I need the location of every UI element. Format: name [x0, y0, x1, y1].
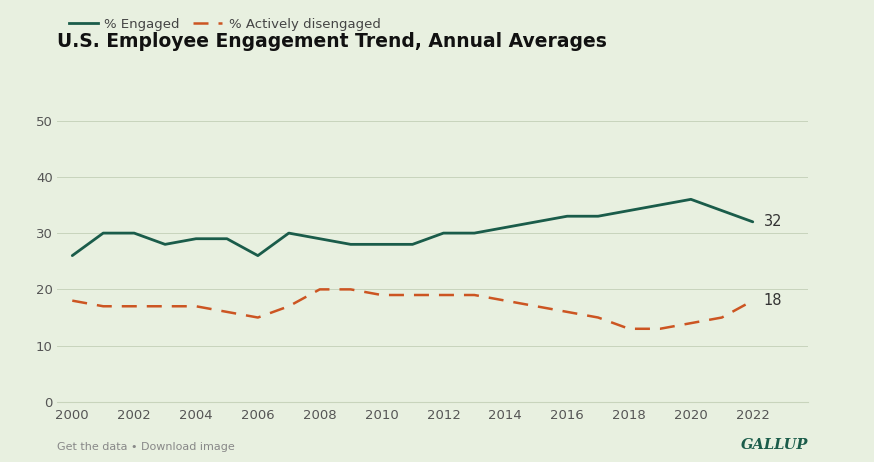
Text: 32: 32 — [764, 214, 782, 229]
Legend: % Engaged, % Actively disengaged: % Engaged, % Actively disengaged — [64, 12, 385, 36]
Text: 18: 18 — [764, 293, 782, 308]
Text: U.S. Employee Engagement Trend, Annual Averages: U.S. Employee Engagement Trend, Annual A… — [57, 32, 607, 51]
Text: GALLUP: GALLUP — [741, 438, 808, 452]
Text: Get the data • Download image: Get the data • Download image — [57, 442, 234, 452]
